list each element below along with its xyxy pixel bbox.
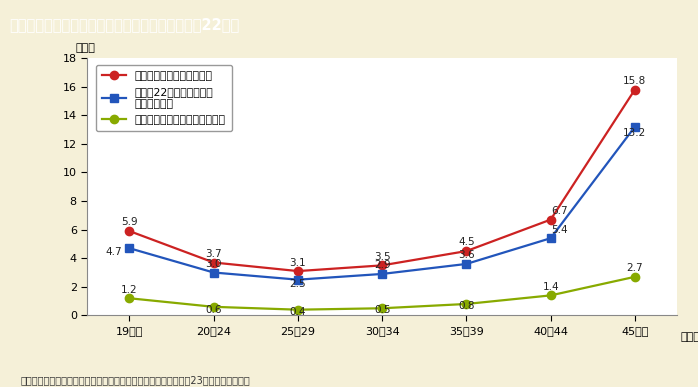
Text: （備考）財団法人母子衛生研究会「母子保健の主な統計」（平成23年度）より作成。: （備考）財団法人母子衛生研究会「母子保健の主な統計」（平成23年度）より作成。 xyxy=(21,375,251,385)
妊娠満22週以後の死産率
（出産千対） xyxy=(378,272,387,276)
Line: 周産期死亡率（出産千対）: 周産期死亡率（出産千対） xyxy=(125,86,639,275)
早期新生児死亡率（出生千対） xyxy=(631,274,639,279)
妊娠満22週以後の死産率
（出産千対） xyxy=(209,270,218,275)
周産期死亡率（出産千対） xyxy=(462,249,470,253)
早期新生児死亡率（出生千対） xyxy=(209,305,218,309)
早期新生児死亡率（出生千対） xyxy=(294,307,302,312)
妊娠満22週以後の死産率
（出産千対） xyxy=(547,236,555,240)
Line: 妊娠満22週以後の死産率
（出産千対）: 妊娠満22週以後の死産率 （出産千対） xyxy=(125,123,639,284)
Text: 4.5: 4.5 xyxy=(458,238,475,248)
Text: 0.6: 0.6 xyxy=(205,305,222,315)
Text: 13.2: 13.2 xyxy=(623,128,646,138)
Text: 1.2: 1.2 xyxy=(121,285,138,295)
Text: 0.5: 0.5 xyxy=(374,305,390,315)
早期新生児死亡率（出生千対） xyxy=(547,293,555,298)
Text: （歳）: （歳） xyxy=(680,332,698,342)
妊娠満22週以後の死産率
（出産千対） xyxy=(294,277,302,282)
Text: 0.4: 0.4 xyxy=(290,307,306,317)
周産期死亡率（出産千対） xyxy=(209,260,218,265)
Text: 3.1: 3.1 xyxy=(290,257,306,267)
Text: 4.7: 4.7 xyxy=(106,247,123,257)
Text: 5.4: 5.4 xyxy=(551,224,567,235)
Text: 15.8: 15.8 xyxy=(623,76,646,86)
Text: 2.9: 2.9 xyxy=(374,260,390,271)
周産期死亡率（出産千対） xyxy=(547,217,555,222)
早期新生児死亡率（出生千対） xyxy=(125,296,133,301)
Line: 早期新生児死亡率（出生千対）: 早期新生児死亡率（出生千対） xyxy=(125,272,639,314)
早期新生児死亡率（出生千対） xyxy=(462,301,470,306)
Text: （人）: （人） xyxy=(75,43,96,53)
早期新生児死亡率（出生千対） xyxy=(378,306,387,311)
Text: 3.7: 3.7 xyxy=(205,249,222,259)
Text: 第１－７－２図　母の年齢別周産期死亡率（平成22年）: 第１－７－２図 母の年齢別周産期死亡率（平成22年） xyxy=(9,17,239,33)
Text: 2.5: 2.5 xyxy=(290,279,306,289)
Text: 3.5: 3.5 xyxy=(374,252,390,262)
妊娠満22週以後の死産率
（出産千対） xyxy=(631,124,639,129)
周産期死亡率（出産千対） xyxy=(631,87,639,92)
Text: 3.6: 3.6 xyxy=(458,250,475,260)
Text: 3.0: 3.0 xyxy=(205,259,222,269)
Legend: 周産期死亡率（出産千対）, 妊娠満22週以後の死産率
（出産千対）, 早期新生児死亡率（出生千対）: 周産期死亡率（出産千対）, 妊娠満22週以後の死産率 （出産千対）, 早期新生児… xyxy=(96,65,232,131)
Text: 2.7: 2.7 xyxy=(627,263,644,273)
周産期死亡率（出産千対） xyxy=(125,229,133,233)
Text: 1.4: 1.4 xyxy=(542,282,559,292)
Text: 6.7: 6.7 xyxy=(551,206,567,216)
Text: 0.8: 0.8 xyxy=(458,301,475,311)
妊娠満22週以後の死産率
（出産千対） xyxy=(125,246,133,250)
周産期死亡率（出産千対） xyxy=(294,269,302,273)
妊娠満22週以後の死産率
（出産千対） xyxy=(462,262,470,266)
Text: 5.9: 5.9 xyxy=(121,217,138,228)
周産期死亡率（出産千対） xyxy=(378,263,387,268)
